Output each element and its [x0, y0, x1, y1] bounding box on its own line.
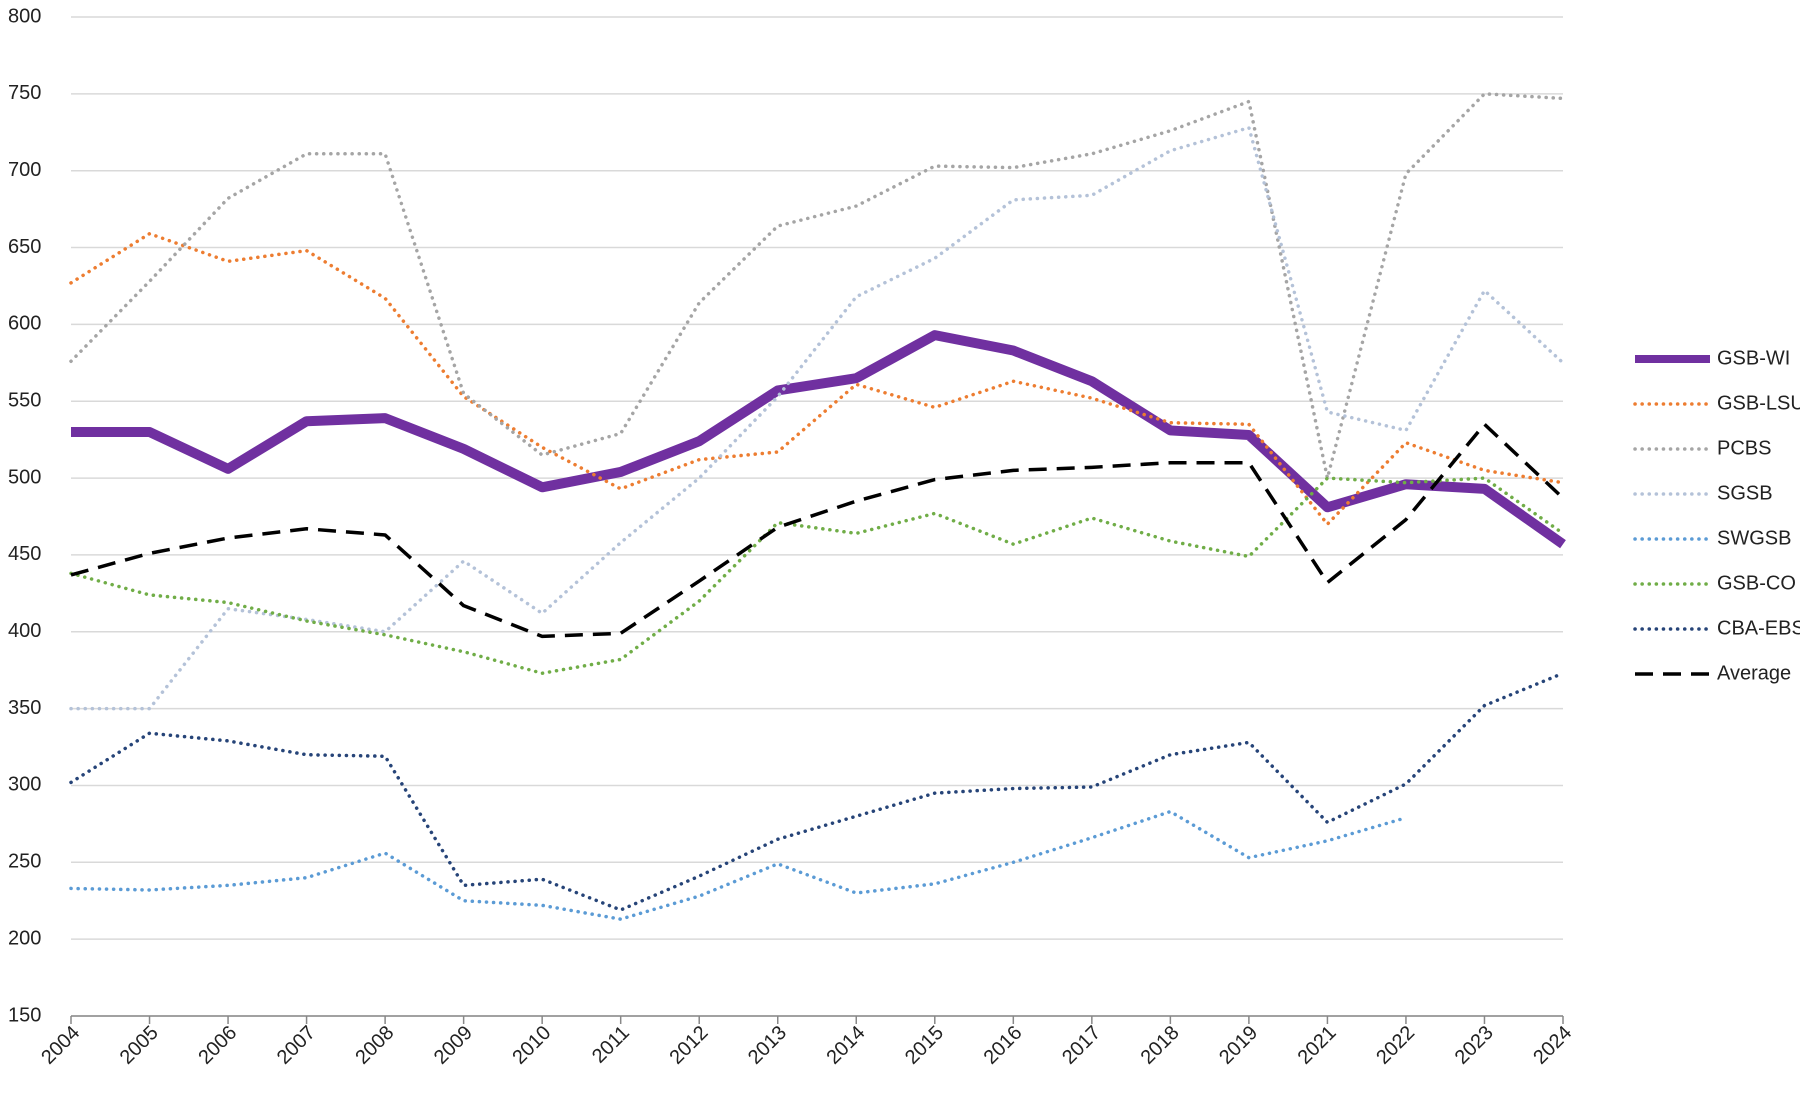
series-line	[69, 671, 1565, 912]
y-tick-label: 650	[8, 236, 41, 258]
x-tick-label: 2015	[901, 1022, 948, 1069]
x-tick-label: 2018	[1137, 1022, 1184, 1069]
x-tick-label: 2007	[273, 1022, 320, 1069]
x-tick-label: 2024	[1529, 1022, 1576, 1069]
y-tick-label: 250	[8, 851, 41, 873]
legend-label: PCBS	[1717, 437, 1771, 459]
x-tick-label: 2008	[351, 1022, 398, 1069]
x-tick-label: 2013	[744, 1022, 791, 1069]
y-tick-label: 450	[8, 543, 41, 565]
x-tick-label: 2009	[430, 1022, 477, 1069]
legend-label: GSB-WI	[1717, 347, 1790, 369]
series-line	[69, 92, 1565, 480]
legend-label: GSB-CO	[1717, 572, 1796, 594]
y-tick-label: 350	[8, 697, 41, 719]
series-line	[70, 422, 1565, 639]
y-tick-label: 600	[8, 313, 41, 335]
x-tick-label: 2012	[665, 1022, 712, 1069]
x-tick-label: 2016	[980, 1022, 1027, 1069]
x-tick-label: 2021	[1294, 1022, 1341, 1069]
series-line	[69, 476, 1565, 676]
y-tick-label: 400	[8, 620, 41, 642]
y-tick-label: 550	[8, 390, 41, 412]
x-tick-label: 2014	[823, 1022, 870, 1069]
legend-label: SGSB	[1717, 482, 1773, 504]
x-tick-label: 2019	[1215, 1022, 1262, 1069]
y-tick-label: 700	[8, 159, 41, 181]
legend-label: SWGSB	[1717, 527, 1791, 549]
series-line	[71, 330, 1566, 549]
legend-label: Average	[1717, 662, 1791, 684]
y-tick-label: 200	[8, 927, 41, 949]
y-tick-label: 300	[8, 774, 41, 796]
series-line	[69, 231, 1565, 526]
y-tick-label: 800	[8, 5, 41, 27]
series-line	[69, 125, 1565, 711]
x-tick-label: 2017	[1058, 1022, 1105, 1069]
legend-label: GSB-LSU	[1717, 392, 1800, 414]
series-line	[69, 809, 1408, 921]
y-tick-label: 500	[8, 466, 41, 488]
x-tick-label: 2022	[1372, 1022, 1419, 1069]
x-tick-label: 2023	[1451, 1022, 1498, 1069]
x-tick-label: 2005	[116, 1022, 163, 1069]
x-tick-label: 2006	[194, 1022, 241, 1069]
x-tick-label: 2004	[37, 1022, 84, 1069]
x-tick-label: 2010	[508, 1022, 555, 1069]
y-tick-label: 150	[8, 1004, 41, 1026]
y-tick-label: 750	[8, 82, 41, 104]
legend-label: CBA-EBS	[1717, 617, 1800, 639]
x-tick-label: 2011	[588, 1022, 634, 1068]
